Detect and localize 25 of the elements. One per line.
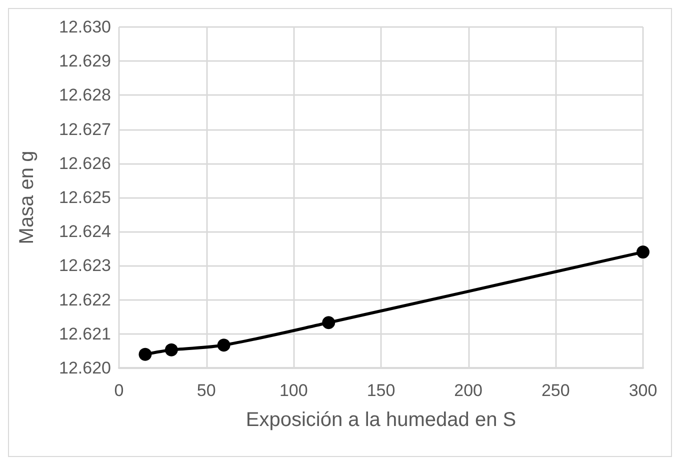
x-tick-label: 250 (541, 381, 570, 400)
y-tick-label: 12.622 (59, 290, 111, 310)
x-tick-label: 50 (196, 381, 216, 400)
y-tick-label: 12.630 (59, 18, 111, 36)
x-axis-title: Exposición a la humedad en S (246, 409, 516, 431)
y-tick-label: 12.627 (59, 120, 111, 139)
y-tick-label: 12.624 (59, 222, 111, 242)
y-tick-label: 12.629 (59, 52, 111, 71)
point (322, 316, 336, 330)
x-tick-label: 0 (114, 381, 124, 400)
point (636, 246, 650, 259)
x-tick-label: 300 (628, 381, 658, 400)
point (164, 343, 178, 356)
y-tick-label: 12.623 (59, 256, 111, 276)
y-tick-label: 12.620 (59, 358, 111, 378)
x-tick-label: 200 (454, 381, 483, 400)
point (217, 338, 230, 352)
point (138, 348, 152, 361)
y-tick-label: 12.628 (59, 86, 111, 105)
x-tick-label: 100 (279, 381, 308, 400)
x-tick-label: 150 (366, 381, 396, 400)
y-axis-title: Masa en g (16, 150, 38, 244)
y-tick-label: 12.625 (59, 188, 111, 207)
y-tick-label: 12.621 (59, 324, 111, 344)
y-tick-label: 12.626 (59, 154, 111, 173)
